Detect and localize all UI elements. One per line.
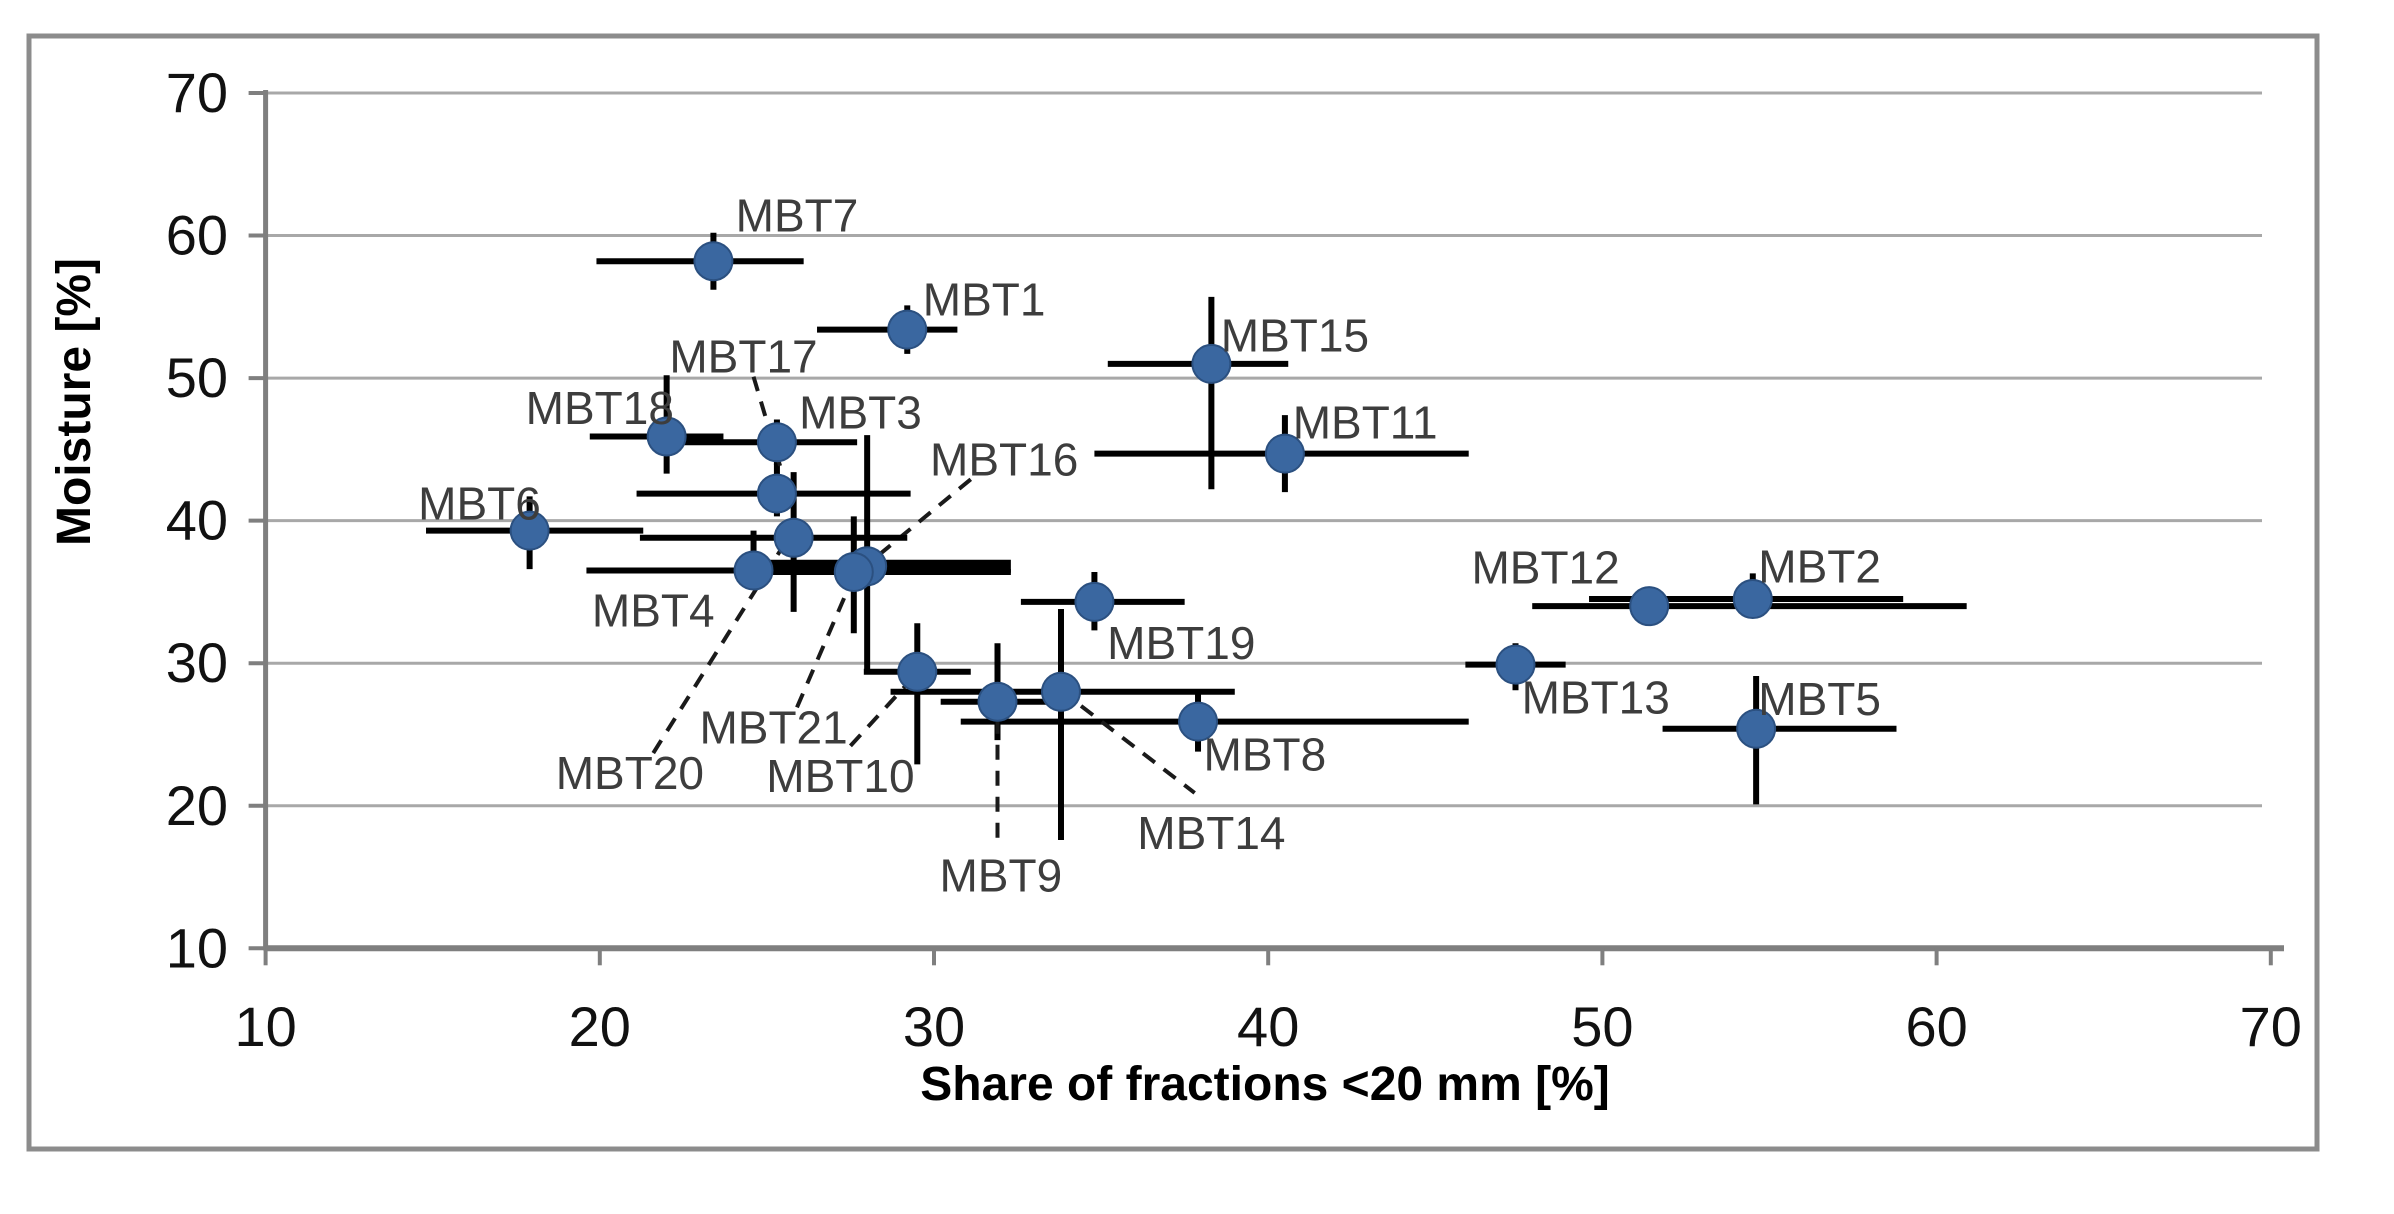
y-axis-title: Moisture [%] xyxy=(48,258,101,546)
x-tick-label-60: 60 xyxy=(1905,995,1967,1058)
data-point-MBT2 xyxy=(1732,579,1773,620)
point-label-MBT10: MBT10 xyxy=(766,750,914,802)
data-point-MBT20 xyxy=(773,517,814,558)
data-point-MBT11 xyxy=(1264,433,1305,474)
data-point-MBT9 xyxy=(977,681,1018,722)
point-label-MBT2: MBT2 xyxy=(1758,540,1881,592)
data-point-MBT8 xyxy=(1178,701,1219,742)
x-tick-label-30: 30 xyxy=(903,995,965,1058)
point-label-MBT19: MBT19 xyxy=(1107,617,1255,669)
data-point-MBT6 xyxy=(509,510,550,551)
y-tick-label-40: 40 xyxy=(166,489,228,552)
point-label-MBT16: MBT16 xyxy=(930,433,1078,485)
point-label-MBT7: MBT7 xyxy=(736,190,859,242)
data-point-MBT18 xyxy=(646,416,687,457)
data-point-MBT5 xyxy=(1736,708,1777,749)
data-point-MBT3 xyxy=(756,422,797,463)
y-tick-label-60: 60 xyxy=(166,204,228,267)
data-point-MBT13 xyxy=(1495,644,1536,685)
data-point-MBT4 xyxy=(733,550,774,591)
data-point-MBT10 xyxy=(897,651,938,692)
point-label-MBT17: MBT17 xyxy=(669,331,817,383)
point-label-MBT11: MBT11 xyxy=(1293,396,1438,448)
point-label-MBT5: MBT5 xyxy=(1758,673,1881,725)
point-label-MBT14: MBT14 xyxy=(1137,807,1285,859)
x-tick-label-10: 10 xyxy=(234,995,296,1058)
point-label-MBT12: MBT12 xyxy=(1471,542,1619,594)
leader-line-MBT16 xyxy=(875,477,973,558)
point-label-MBT18: MBT18 xyxy=(526,382,674,434)
x-tick-label-20: 20 xyxy=(569,995,631,1058)
y-tick-label-30: 30 xyxy=(166,631,228,694)
data-point-MBT7 xyxy=(693,241,734,282)
data-point-MBT14 xyxy=(1040,671,1081,712)
y-tick-label-10: 10 xyxy=(166,916,228,979)
data-point-MBT21 xyxy=(833,551,874,592)
y-tick-label-20: 20 xyxy=(166,774,228,837)
x-tick-label-70: 70 xyxy=(2240,995,2302,1058)
leader-line-MBT21 xyxy=(795,582,853,709)
y-tick-label-50: 50 xyxy=(166,346,228,409)
x-tick-label-50: 50 xyxy=(1571,995,1633,1058)
leader-line-MBT10 xyxy=(848,678,913,748)
point-label-MBT6: MBT6 xyxy=(418,478,541,530)
point-label-MBT1: MBT1 xyxy=(923,274,1046,326)
point-label-MBT20: MBT20 xyxy=(556,747,704,799)
leader-line-MBT20 xyxy=(651,549,782,755)
point-label-MBT15: MBT15 xyxy=(1221,309,1369,361)
chart-frame xyxy=(26,33,2320,1152)
data-point-MBT19 xyxy=(1074,581,1115,622)
point-label-MBT4: MBT4 xyxy=(592,584,715,636)
point-label-MBT9: MBT9 xyxy=(939,850,1062,902)
point-label-MBT8: MBT8 xyxy=(1204,728,1327,780)
x-axis-title: Share of fractions <20 mm [%] xyxy=(920,1058,1610,1111)
data-point-MBT12 xyxy=(1629,586,1670,627)
point-label-MBT21: MBT21 xyxy=(699,701,847,753)
y-tick-label-70: 70 xyxy=(166,61,228,124)
x-tick-label-40: 40 xyxy=(1237,995,1299,1058)
data-point-MBT1 xyxy=(887,309,928,350)
data-point-MBT17 xyxy=(756,473,797,514)
point-label-MBT3: MBT3 xyxy=(799,386,922,438)
data-point-MBT15 xyxy=(1191,343,1232,384)
point-label-MBT13: MBT13 xyxy=(1522,671,1670,723)
